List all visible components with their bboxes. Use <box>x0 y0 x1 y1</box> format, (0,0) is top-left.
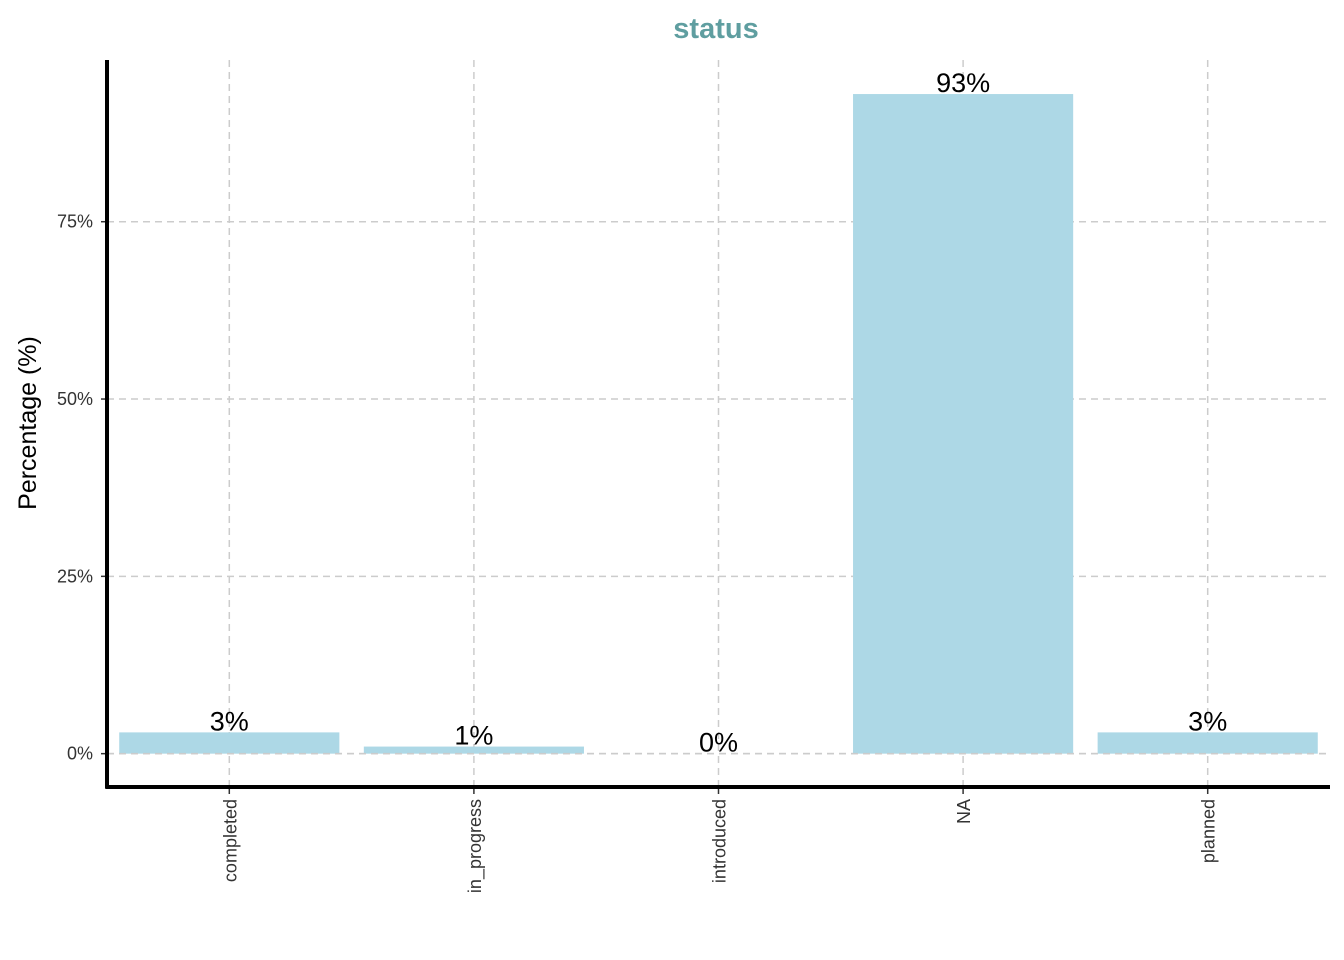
chart-title: status <box>673 13 758 45</box>
data-label-NA: 93% <box>936 68 990 98</box>
x-tick-label-in_progress: in_progress <box>465 799 486 893</box>
y-axis-ticks: 0% 25% 50% 75% <box>57 212 107 764</box>
data-label-planned: 3% <box>1188 706 1227 736</box>
y-tick-label: 75% <box>57 212 93 232</box>
y-tick-label: 0% <box>67 744 93 764</box>
bars <box>119 94 1318 754</box>
x-tick-label-introduced: introduced <box>710 799 730 883</box>
y-tick-label: 50% <box>57 389 93 409</box>
x-tick-label-planned: planned <box>1199 799 1219 863</box>
x-tick-label-completed: completed <box>220 799 240 882</box>
bar-NA <box>853 94 1074 754</box>
y-tick-label: 25% <box>57 566 93 586</box>
data-label-in_progress: 1% <box>454 721 493 751</box>
bar-completed <box>119 732 340 754</box>
data-label-completed: 3% <box>210 706 249 736</box>
x-tick-label-NA: NA <box>954 799 974 824</box>
x-axis-ticks: completed in_progress introduced NA planned <box>220 787 1219 893</box>
grid-lines <box>107 60 1330 787</box>
bar-planned <box>1097 732 1318 754</box>
data-label-introduced: 0% <box>699 728 738 758</box>
y-axis-label: Percentage (%) <box>14 336 42 510</box>
data-labels: 3% 1% 0% 93% 3% <box>210 68 1227 758</box>
axes <box>105 60 1330 789</box>
bar-in_progress <box>363 746 584 754</box>
